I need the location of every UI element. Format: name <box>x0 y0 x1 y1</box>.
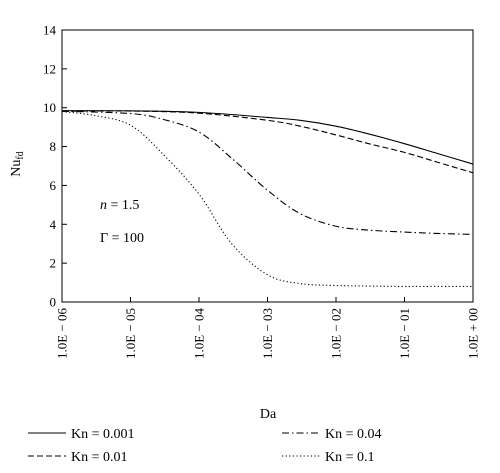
series-line-2 <box>61 110 474 174</box>
y-tick-label: 8 <box>50 139 57 154</box>
x-axis-ticks: 1.0E − 06 1.0E − 05 1.0E − 04 1.0E − 03 1.0E… <box>55 297 481 359</box>
x-axis-label: Da <box>260 407 277 422</box>
y-axis-ticks: 0 2 4 6 8 10 12 14 <box>43 23 67 310</box>
annotation-n-symbol: n <box>100 198 107 213</box>
y-axis-label: Nufd <box>9 151 26 176</box>
y-tick-label: 2 <box>50 256 57 271</box>
series-line-1 <box>61 110 474 165</box>
legend-label-1: Kn = 0.001 <box>71 427 135 442</box>
annotation-gamma: Γ = 100 <box>100 231 144 246</box>
y-tick-label: 12 <box>43 61 56 76</box>
legend-label-3: Kn = 0.04 <box>325 427 382 442</box>
series-line-3 <box>61 110 474 235</box>
legend-label-4: Kn = 0.1 <box>325 450 375 465</box>
x-tick-label: 1.0E − 04 <box>192 308 207 360</box>
x-tick-label: 1.0E − 06 <box>55 308 70 360</box>
x-tick-label: 1.0E − 01 <box>397 308 412 359</box>
y-tick-label: 6 <box>50 178 57 193</box>
x-tick-label: 1.0E − 03 <box>260 308 275 359</box>
plot-frame <box>61 29 474 303</box>
annotation-n-value: = 1.5 <box>107 198 139 213</box>
legend: Kn = 0.001 Kn = 0.01 Kn = 0.04 Kn = 0.1 <box>28 427 382 465</box>
x-tick-label: 1.0E − 02 <box>329 308 344 359</box>
y-tick-label: 0 <box>50 295 57 310</box>
y-axis-label-sub: fd <box>15 151 26 159</box>
annotation-n: n = 1.5 <box>100 198 139 213</box>
x-tick-label: 1.0E + 00 <box>466 308 481 359</box>
y-tick-label: 14 <box>43 23 57 38</box>
legend-label-2: Kn = 0.01 <box>71 450 128 465</box>
x-tick-label: 1.0E − 05 <box>123 308 138 359</box>
plot-border <box>61 29 474 303</box>
y-axis-label-main: Nu <box>9 160 24 177</box>
series-lines <box>61 110 474 288</box>
y-tick-label: 10 <box>43 100 56 115</box>
y-tick-label: 4 <box>50 217 57 232</box>
